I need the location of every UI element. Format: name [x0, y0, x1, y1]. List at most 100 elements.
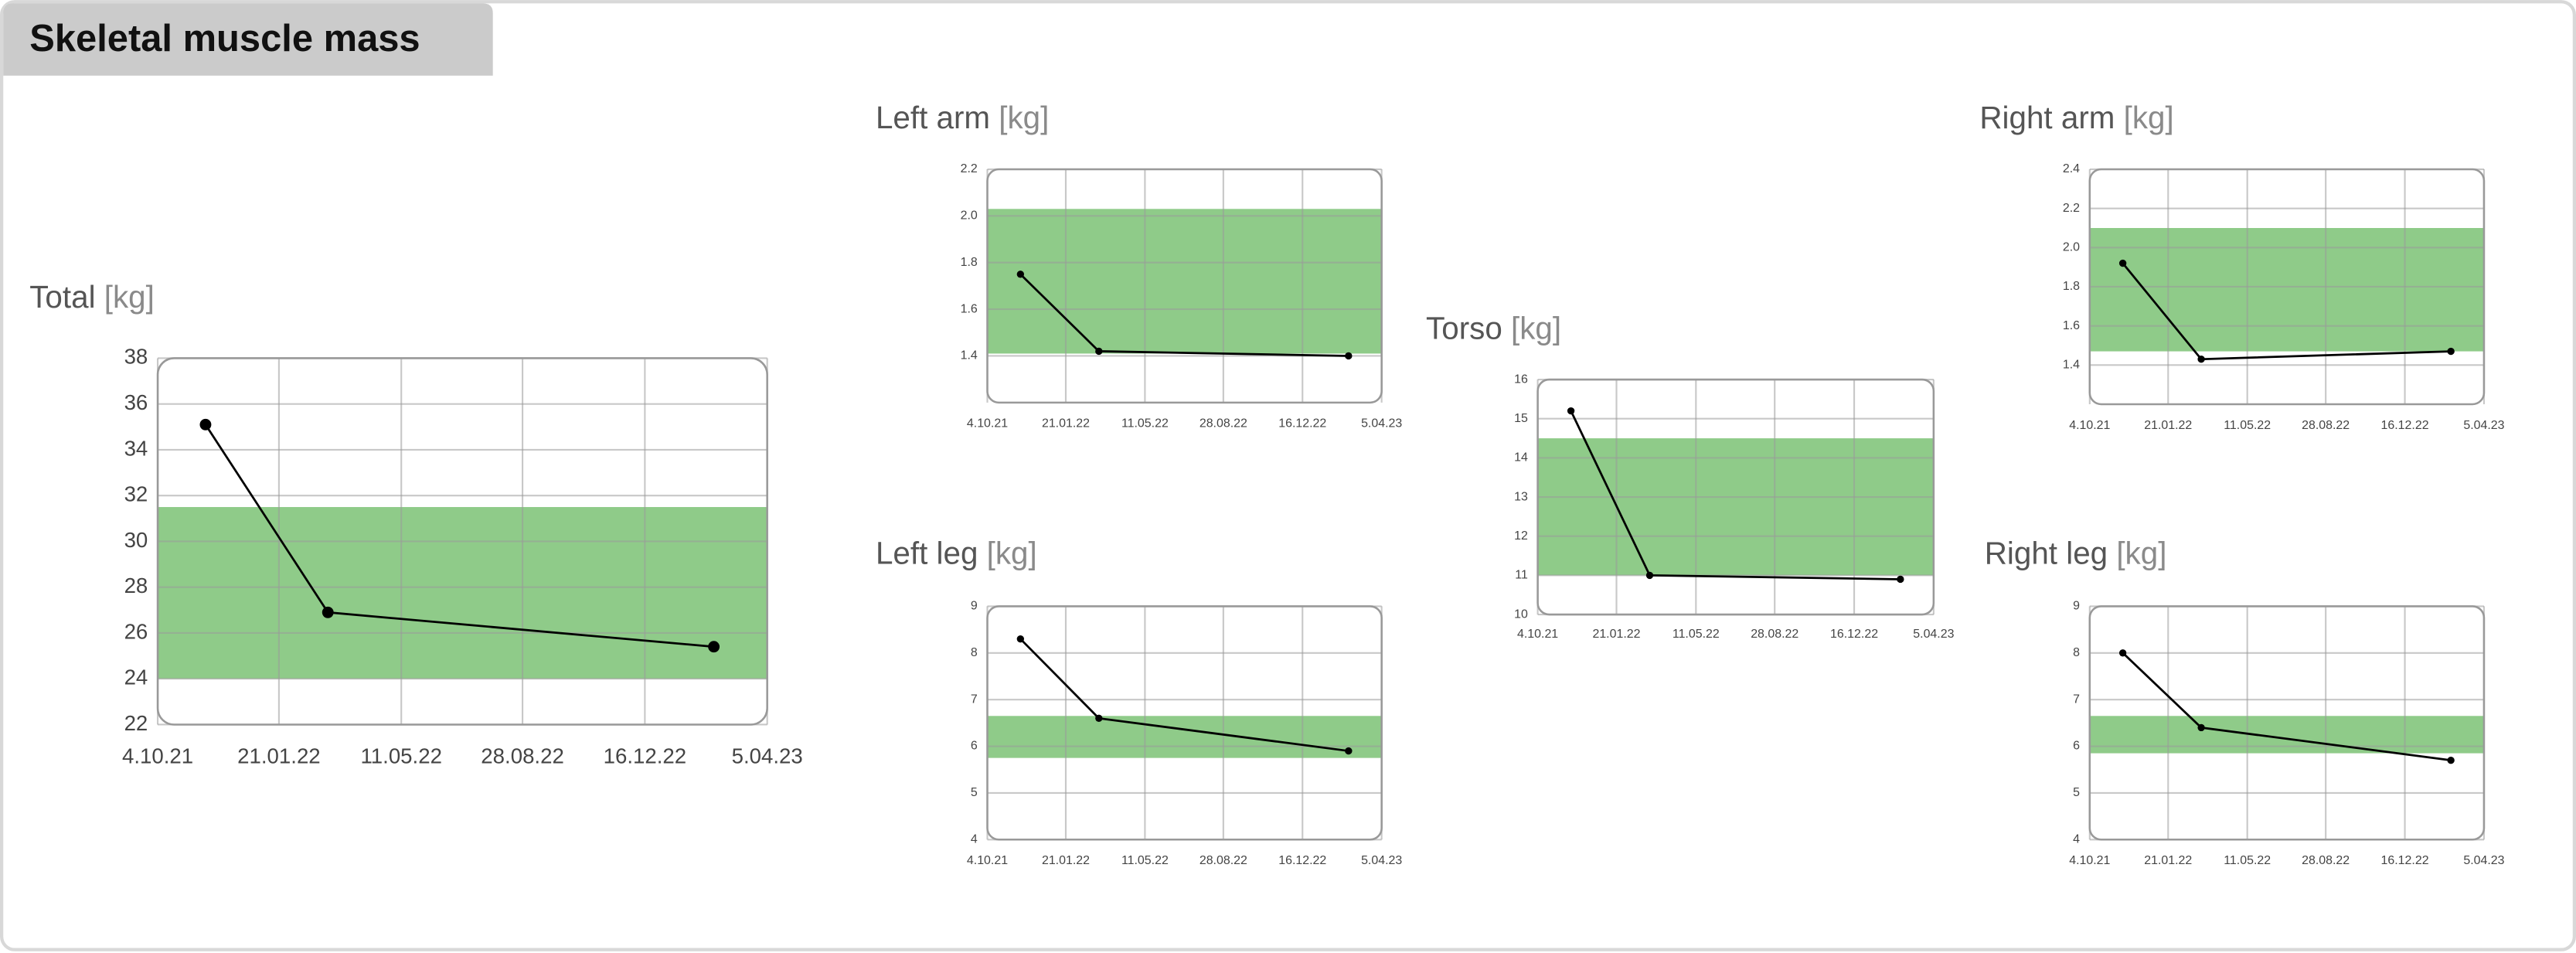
normal-range-band — [2089, 227, 2484, 352]
plot-frame — [2088, 168, 2486, 406]
chart-title-text: Right leg — [1985, 535, 2108, 570]
chart-title: Left leg [kg] — [876, 535, 1037, 570]
x-tick-label: 28.08.22 — [2302, 419, 2350, 432]
chart-title-unit: [kg] — [2124, 100, 2174, 135]
y-tick-label: 2.2 — [2063, 202, 2080, 215]
data-point — [1095, 347, 1103, 356]
y-tick-label: 12 — [1514, 529, 1528, 543]
data-point — [2197, 723, 2205, 732]
data-point — [1645, 571, 1654, 580]
data-point — [2447, 347, 2455, 356]
header-title: Skeletal muscle mass — [29, 18, 420, 60]
x-tick-label: 16.12.22 — [2381, 419, 2429, 432]
y-tick-label: 1.8 — [961, 256, 978, 269]
y-tick-label: 2.4 — [2063, 162, 2080, 175]
y-tick-label: 1.8 — [2063, 280, 2080, 293]
y-tick-label: 5 — [971, 786, 978, 799]
x-tick-label: 11.05.22 — [2224, 419, 2271, 432]
y-tick-label: 2.2 — [961, 162, 978, 175]
x-tick-label: 16.12.22 — [1278, 417, 1326, 431]
data-point — [322, 606, 334, 618]
normal-range-band — [987, 209, 1382, 354]
y-tick-label: 28 — [124, 574, 148, 597]
y-tick-label: 6 — [971, 740, 978, 753]
chart-title-unit: [kg] — [2116, 535, 2166, 570]
y-tick-label: 2.0 — [961, 209, 978, 223]
x-tick-label: 11.05.22 — [1121, 854, 1169, 867]
chart: Torso [kg] 10 11 12 13 14 15 16 4.10.21 21.01.22 1… — [1426, 310, 1955, 641]
y-tick-label: 13 — [1514, 490, 1528, 503]
chart: Left arm [kg] 1.4 1.6 1.8 2.0 2.2 4.10.21 21.01… — [876, 100, 1402, 431]
header-tab — [3, 3, 493, 76]
y-tick-label: 6 — [2073, 740, 2080, 753]
y-tick-label: 1.4 — [2063, 359, 2080, 372]
y-tick-label: 7 — [971, 693, 978, 706]
x-tick-label: 28.08.22 — [1200, 854, 1247, 867]
x-tick-label: 21.01.22 — [2144, 419, 2192, 432]
chart-title: Right arm [kg] — [1979, 100, 2173, 135]
y-tick-label: 8 — [971, 646, 978, 659]
plot-frame — [156, 357, 768, 726]
data-point — [2197, 356, 2205, 363]
chart-title: Left arm [kg] — [876, 100, 1049, 135]
chart-title-text: Total — [29, 279, 95, 315]
x-tick-label: 4.10.21 — [2069, 854, 2110, 867]
y-tick-label: 9 — [971, 600, 978, 613]
chart-title-text: Left leg — [876, 535, 978, 570]
data-point — [1567, 407, 1575, 415]
y-tick-label: 5 — [2073, 786, 2080, 799]
data-point — [1897, 575, 1904, 584]
y-tick-label: 30 — [124, 528, 148, 552]
y-tick-label: 10 — [1514, 608, 1528, 621]
x-tick-label: 21.01.22 — [1042, 854, 1090, 867]
chart: Right leg [kg] 4 5 6 7 8 9 4.10.21 21.01.22 11.05… — [1985, 535, 2505, 867]
y-tick-label: 14 — [1514, 451, 1528, 465]
x-tick-label: 28.08.22 — [1751, 628, 1798, 641]
data-point — [1016, 271, 1025, 278]
plot-frame — [1536, 378, 1935, 616]
y-tick-label: 26 — [124, 619, 148, 643]
y-tick-label: 4 — [971, 832, 978, 846]
x-tick-label: 5.04.23 — [1361, 417, 1402, 431]
chart: Right arm [kg] 1.4 1.6 1.8 2.0 2.2 2.4 4.10.21 2… — [1979, 100, 2504, 432]
plot-frame — [986, 168, 1383, 404]
chart: Left leg [kg] 4 5 6 7 8 9 4.10.21 21.01.22 11.05.… — [876, 535, 1402, 867]
x-tick-label: 4.10.21 — [2069, 419, 2110, 432]
y-tick-label: 11 — [1515, 569, 1528, 582]
x-tick-label: 5.04.23 — [2463, 854, 2504, 867]
y-tick-label: 4 — [2073, 832, 2080, 846]
data-point — [2118, 259, 2127, 267]
normal-range-band — [2089, 716, 2484, 754]
y-tick-label: 1.6 — [961, 302, 978, 315]
x-tick-label: 28.08.22 — [481, 744, 564, 768]
y-tick-label: 9 — [2073, 600, 2080, 613]
plot-frame — [2088, 605, 2486, 841]
data-point — [1016, 635, 1025, 643]
x-tick-label: 21.01.22 — [1592, 628, 1640, 641]
data-point — [2447, 756, 2455, 764]
chart-title-unit: [kg] — [1511, 310, 1561, 345]
x-tick-label: 5.04.23 — [732, 744, 803, 768]
y-tick-label: 1.4 — [961, 349, 978, 362]
x-tick-label: 28.08.22 — [2302, 854, 2350, 867]
x-tick-label: 4.10.21 — [967, 417, 1008, 431]
y-tick-label: 8 — [2073, 646, 2080, 659]
y-tick-label: 24 — [124, 665, 148, 689]
data-point — [1345, 352, 1353, 360]
chart-title-text: Torso — [1426, 310, 1502, 345]
x-tick-label: 11.05.22 — [360, 744, 441, 768]
x-tick-label: 21.01.22 — [237, 744, 321, 768]
normal-range-band — [158, 507, 767, 679]
chart-title-unit: [kg] — [104, 279, 155, 315]
x-tick-label: 4.10.21 — [122, 744, 193, 768]
chart-title-unit: [kg] — [987, 535, 1037, 570]
chart-title: Right leg [kg] — [1985, 535, 2167, 570]
data-point — [2118, 649, 2127, 657]
x-tick-label: 5.04.23 — [2463, 419, 2504, 432]
x-tick-label: 16.12.22 — [604, 744, 687, 768]
chart-title-text: Right arm — [1979, 100, 2115, 135]
x-tick-label: 21.01.22 — [1042, 417, 1090, 431]
y-tick-label: 32 — [124, 482, 148, 506]
